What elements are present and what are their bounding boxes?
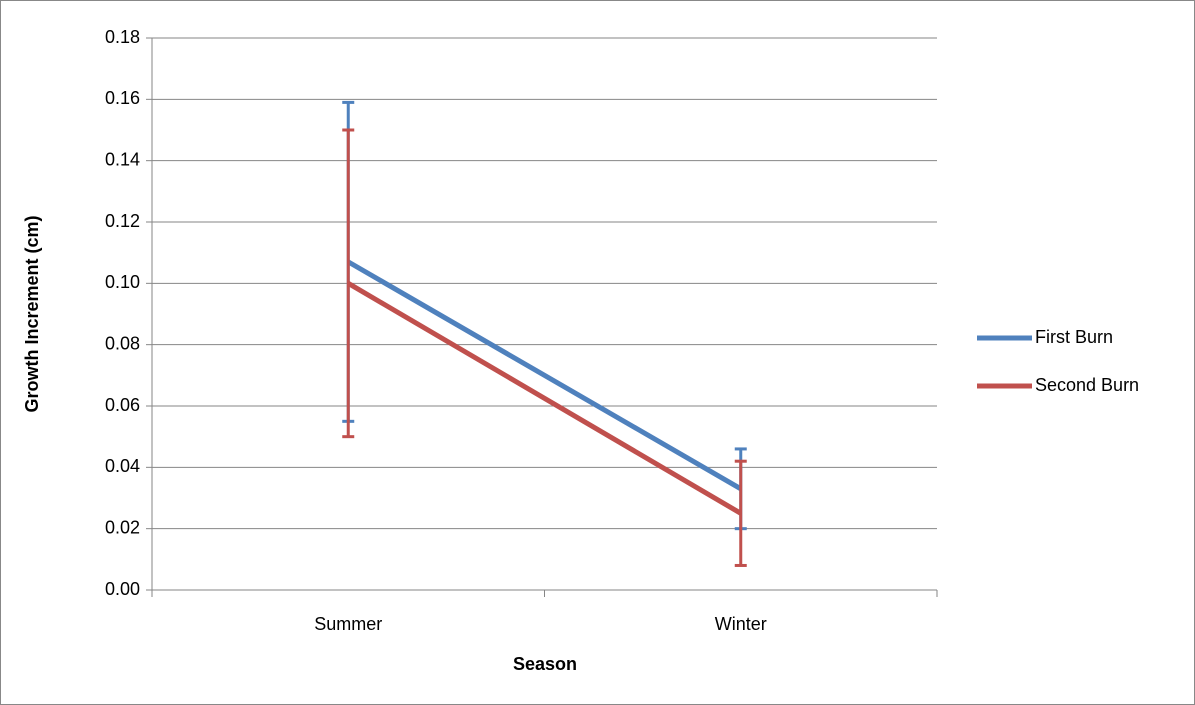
x-tick-label: Winter: [715, 614, 767, 634]
series-line: [346, 259, 743, 491]
y-tick-label: 0.12: [105, 211, 140, 231]
legend-label: Second Burn: [1035, 375, 1139, 395]
error-bar: [342, 128, 355, 439]
legend-label: First Burn: [1035, 327, 1113, 347]
y-tick-label: 0.16: [105, 88, 140, 108]
error-bar: [734, 459, 747, 567]
y-tick-label: 0.00: [105, 579, 140, 599]
y-tick-label: 0.14: [105, 149, 140, 169]
y-tick-label: 0.06: [105, 395, 140, 415]
y-axis-label: Growth Increment (cm): [22, 215, 42, 412]
series-line: [346, 281, 743, 516]
y-tick-label: 0.02: [105, 517, 140, 537]
x-axis-label: Season: [513, 654, 577, 674]
y-tick-label: 0.04: [105, 456, 140, 476]
y-tick-label: 0.18: [105, 27, 140, 47]
y-tick-label: 0.08: [105, 333, 140, 353]
x-tick-label: Summer: [314, 614, 382, 634]
y-tick-label: 0.10: [105, 272, 140, 292]
